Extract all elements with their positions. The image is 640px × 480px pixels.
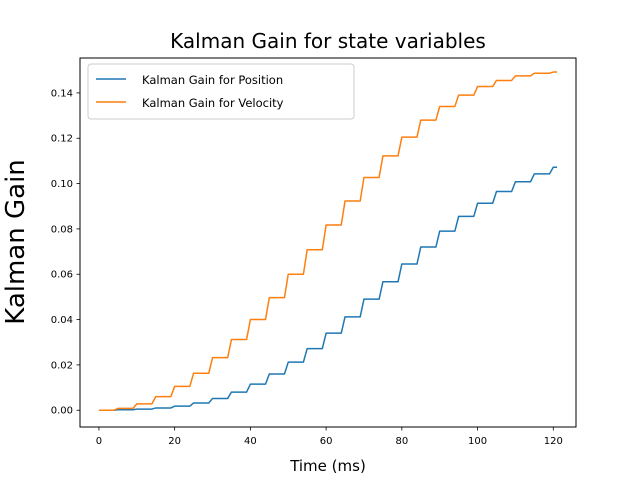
plot-area: 0 20 40 60 80 100 120 0.00 0.02 0.04 0.06 0.08 0.10 0…	[51, 57, 577, 447]
x-tick-label: 20	[168, 436, 181, 447]
series-layer	[98, 71, 558, 411]
series-line-velocity	[98, 71, 558, 411]
y-tick-label: 0.00	[51, 406, 73, 417]
y-tick-label: 0.06	[51, 270, 73, 281]
y-tick-label: 0.08	[51, 224, 73, 235]
ticks-layer: 0 20 40 60 80 100 120 0.00 0.02 0.04 0.06 0.08 0.10 0…	[51, 88, 563, 447]
legend-label-position: Kalman Gain for Position	[142, 73, 283, 87]
y-tick-label: 0.12	[51, 134, 73, 145]
chart-title: Kalman Gain for state variables	[170, 29, 486, 53]
x-axis-label: Time (ms)	[289, 457, 366, 475]
legend-label-velocity: Kalman Gain for Velocity	[142, 96, 284, 110]
x-tick-label: 80	[395, 436, 408, 447]
legend-box	[87, 63, 355, 120]
y-tick-label: 0.14	[51, 88, 73, 99]
x-tick-label: 60	[320, 436, 333, 447]
legend: Kalman Gain for Position Kalman Gain for…	[87, 63, 355, 120]
x-tick-label: 100	[468, 436, 487, 447]
series-line-position	[98, 166, 558, 411]
axes-frame	[79, 57, 577, 428]
y-axis-label: Kalman Gain	[1, 159, 31, 325]
x-tick-label: 40	[244, 436, 257, 447]
y-tick-label: 0.02	[51, 360, 73, 371]
x-tick-label: 120	[544, 436, 563, 447]
x-tick-label: 0	[96, 436, 102, 447]
y-tick-label: 0.10	[51, 179, 73, 190]
y-tick-label: 0.04	[51, 315, 73, 326]
